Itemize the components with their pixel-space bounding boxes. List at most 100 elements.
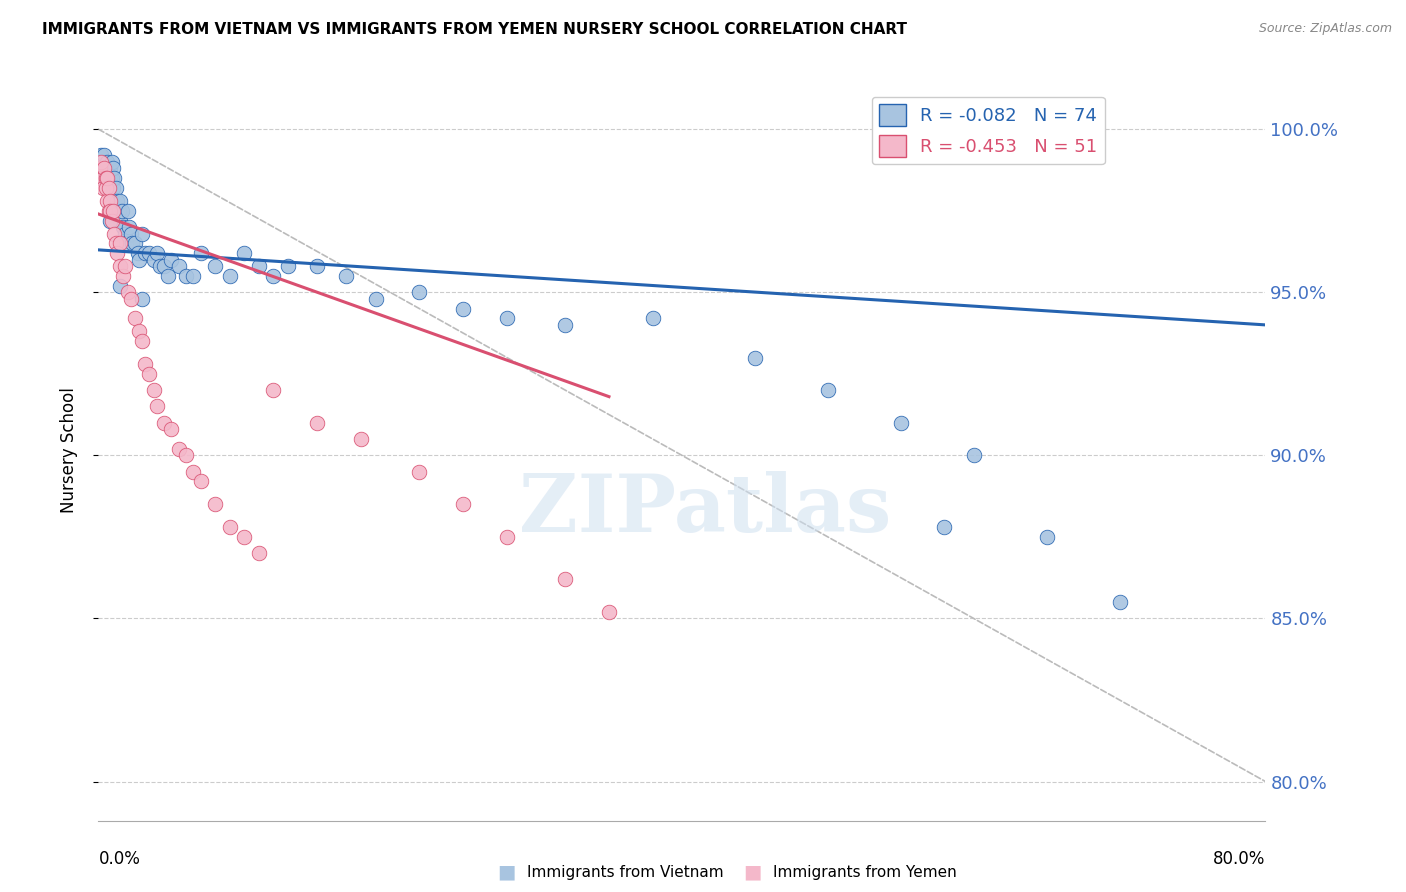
Text: 80.0%: 80.0%: [1213, 850, 1265, 868]
Point: [104, 236, 127, 251]
Point: [105, 246, 128, 260]
Text: Immigrants from Vietnam: Immigrants from Vietnam: [527, 865, 724, 880]
Point: [146, 400, 169, 414]
Point: [104, 181, 127, 195]
Point: [89, 154, 111, 169]
Point: [93, 148, 115, 162]
Point: [93, 161, 115, 176]
Point: [134, 246, 156, 260]
Point: [112, 220, 135, 235]
Point: [110, 213, 132, 227]
Point: [934, 520, 956, 534]
Point: [247, 259, 270, 273]
Point: [1108, 595, 1130, 609]
Point: [408, 285, 430, 300]
Point: [103, 227, 125, 241]
Point: [96, 194, 118, 208]
Point: [307, 416, 329, 430]
Point: [98, 213, 121, 227]
Point: [97, 203, 120, 218]
Y-axis label: Nursery School: Nursery School: [59, 387, 77, 514]
Point: [744, 351, 766, 365]
Point: [98, 194, 121, 208]
Point: [138, 246, 160, 260]
Point: [101, 181, 124, 195]
Point: [114, 227, 136, 241]
Point: [174, 448, 197, 462]
Point: [598, 605, 620, 619]
Point: [96, 171, 118, 186]
Point: [233, 530, 256, 544]
Text: Source: ZipAtlas.com: Source: ZipAtlas.com: [1258, 22, 1392, 36]
Point: [641, 311, 664, 326]
Point: [94, 161, 117, 176]
Point: [181, 465, 204, 479]
Point: [817, 383, 839, 397]
Text: ZIPatlas: ZIPatlas: [519, 471, 891, 549]
Point: [554, 318, 576, 332]
Point: [89, 171, 111, 186]
Point: [127, 246, 149, 260]
Point: [98, 171, 121, 186]
Point: [153, 416, 176, 430]
Point: [153, 259, 176, 273]
Point: [190, 246, 212, 260]
Point: [218, 520, 240, 534]
Point: [118, 220, 141, 235]
Point: [335, 268, 357, 283]
Point: [131, 334, 153, 349]
Point: [90, 161, 112, 176]
Point: [98, 203, 121, 218]
Point: [128, 252, 150, 267]
Point: [93, 161, 115, 176]
Point: [94, 171, 117, 186]
Point: [103, 171, 125, 186]
Point: [110, 194, 132, 208]
Point: [451, 497, 474, 511]
Point: [190, 475, 212, 489]
Point: [174, 268, 197, 283]
Point: [97, 181, 120, 195]
Point: [94, 171, 117, 186]
Point: [105, 194, 128, 208]
Point: [181, 268, 204, 283]
Point: [94, 181, 117, 195]
Point: [91, 171, 114, 186]
Point: [451, 301, 474, 316]
Point: [128, 325, 150, 339]
Point: [97, 181, 120, 195]
Text: Immigrants from Yemen: Immigrants from Yemen: [773, 865, 957, 880]
Point: [89, 161, 111, 176]
Point: [97, 161, 120, 176]
Point: [112, 268, 135, 283]
Point: [121, 236, 143, 251]
Point: [142, 252, 165, 267]
Point: [247, 546, 270, 560]
Point: [124, 311, 146, 326]
Point: [110, 278, 132, 293]
Point: [115, 236, 138, 251]
Point: [233, 246, 256, 260]
Point: [1035, 530, 1057, 544]
Point: [146, 246, 169, 260]
Point: [100, 213, 122, 227]
Point: [90, 171, 112, 186]
Point: [131, 227, 153, 241]
Point: [110, 236, 132, 251]
Point: [91, 171, 114, 186]
Point: [101, 161, 124, 176]
Point: [408, 465, 430, 479]
Point: [364, 292, 387, 306]
Point: [204, 497, 226, 511]
Point: [124, 236, 146, 251]
Text: ■: ■: [742, 863, 762, 882]
Point: [307, 259, 329, 273]
Point: [1035, 122, 1057, 136]
Point: [138, 367, 160, 381]
Point: [496, 530, 519, 544]
Point: [160, 252, 183, 267]
Point: [98, 161, 121, 176]
Point: [890, 416, 912, 430]
Point: [149, 259, 172, 273]
Point: [204, 259, 226, 273]
